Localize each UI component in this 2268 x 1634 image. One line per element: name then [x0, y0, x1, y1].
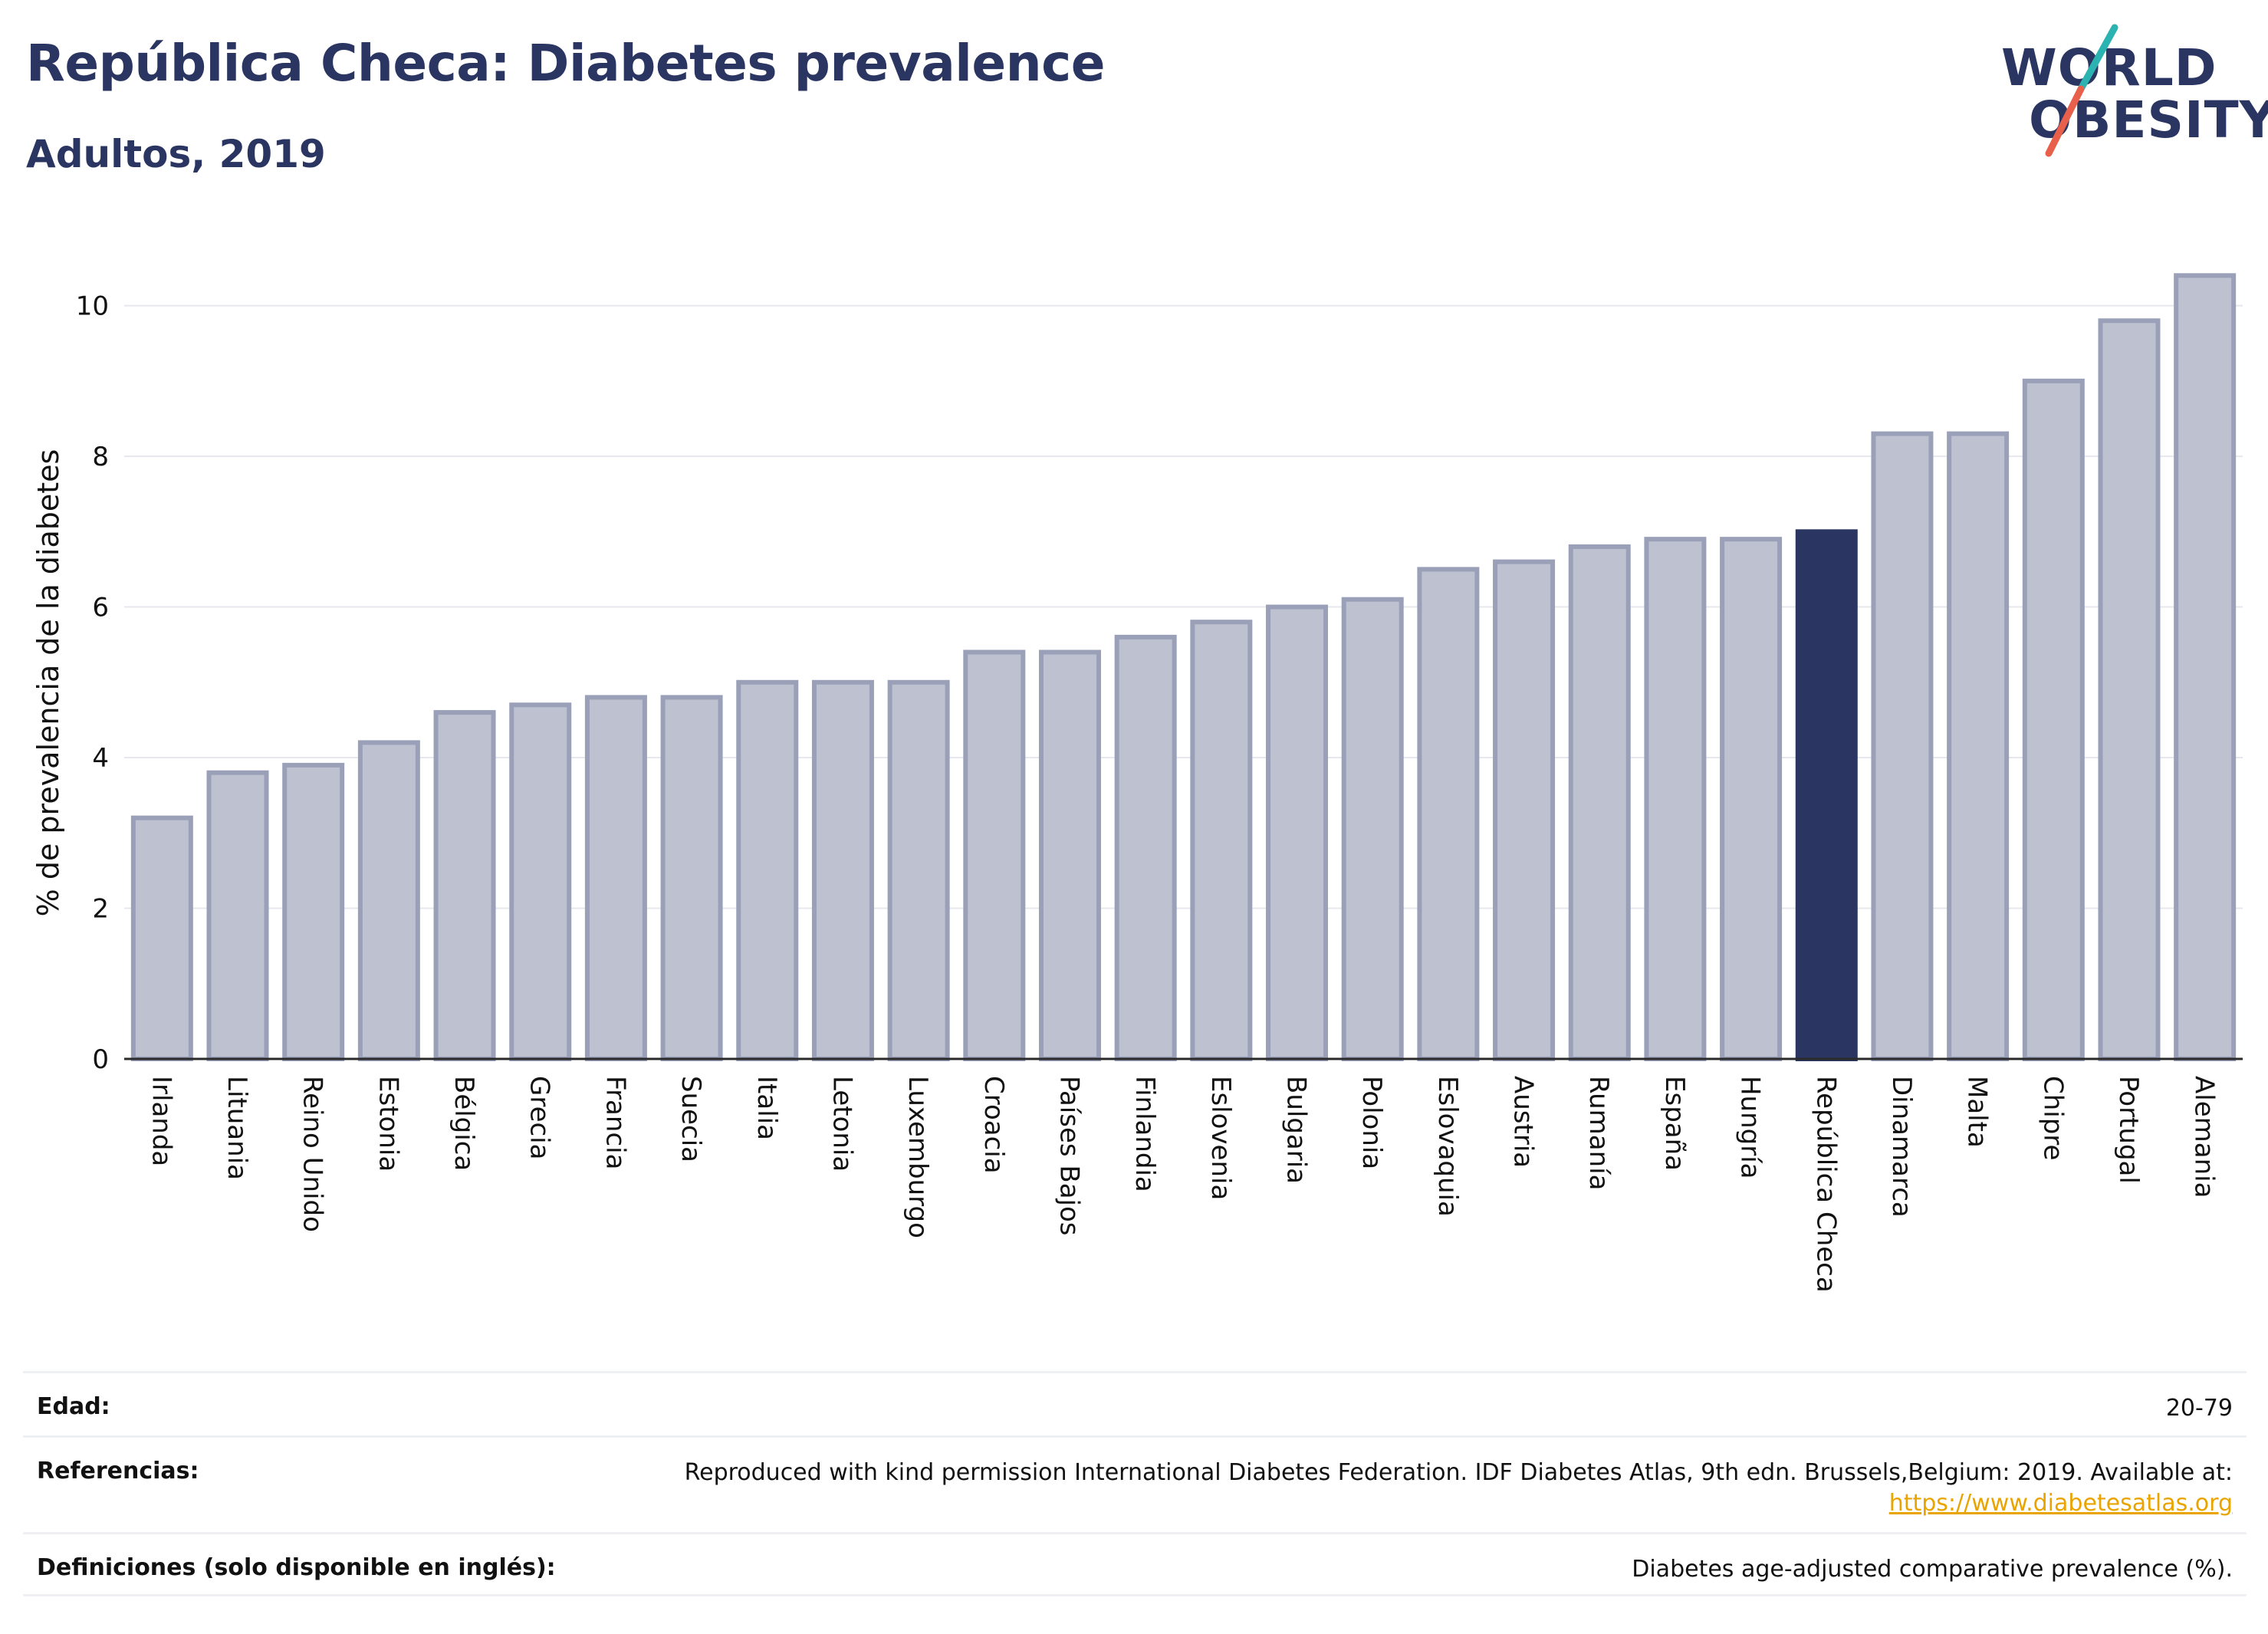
bar — [1038, 649, 1101, 1061]
references-value: Reproduced with kind permission Internat… — [685, 1458, 2233, 1519]
bar — [1871, 431, 1934, 1061]
bar — [130, 815, 193, 1061]
bar — [1266, 604, 1329, 1061]
chart-footer: Edad: 20-79 Referencias: Reproduced with… — [23, 1371, 2247, 1596]
bar — [1417, 567, 1480, 1061]
y-tick-label: 6 — [92, 593, 109, 623]
x-tick-label: Finlandia — [1129, 1076, 1160, 1192]
references-label: Referencias: — [37, 1458, 199, 1484]
bar — [1795, 529, 1858, 1061]
bar — [1947, 431, 2010, 1061]
x-axis-ticks: Irlanda Lituania Reino Unido Estonia Bélgica… — [146, 1076, 2219, 1293]
bar — [1190, 620, 1253, 1061]
bar — [206, 770, 269, 1061]
y-tick-label: 4 — [92, 743, 109, 774]
bar — [887, 679, 950, 1062]
definitions-value: Diabetes age-adjusted comparative preval… — [1632, 1556, 2233, 1583]
x-tick-label: Eslovaquia — [1432, 1076, 1463, 1217]
y-tick-label: 0 — [92, 1044, 109, 1075]
x-tick-label: Austria — [1508, 1076, 1539, 1168]
bars — [130, 273, 2237, 1062]
logo-slash-icon — [2045, 24, 2118, 157]
x-tick-label: Estonia — [373, 1076, 403, 1172]
x-tick-label: Chipre — [2037, 1076, 2068, 1160]
bar — [584, 695, 647, 1061]
x-tick-label: Letonia — [827, 1076, 857, 1172]
y-tick-label: 2 — [92, 894, 109, 925]
bar — [811, 679, 874, 1062]
x-tick-label: Reino Unido — [297, 1076, 328, 1232]
x-tick-label: Dinamarca — [1886, 1076, 1917, 1218]
x-tick-label: Bélgica — [449, 1076, 479, 1171]
logo-line-1: WORLD — [2001, 38, 2217, 97]
bar-chart: 0 2 4 6 8 10 Irlanda Lituania Reino Unido Estoni… — [31, 273, 2243, 1293]
x-tick-label: República Checa — [1810, 1076, 1841, 1293]
age-label: Edad: — [37, 1393, 110, 1420]
footer-row-references: Referencias: Reproduced with kind permis… — [23, 1435, 2247, 1532]
age-value: 20-79 — [2165, 1395, 2233, 1422]
x-tick-label: Eslovenia — [1205, 1076, 1236, 1200]
x-tick-label: Francia — [600, 1076, 630, 1169]
bar — [509, 702, 572, 1061]
bar — [2022, 378, 2085, 1062]
x-tick-label: Rumanía — [1583, 1076, 1614, 1190]
x-tick-label: Irlanda — [146, 1076, 176, 1166]
bar — [1644, 537, 1707, 1061]
y-axis-label: % de prevalencia de la diabetes — [31, 449, 65, 917]
world-obesity-logo: WORLD OBESITY — [2001, 21, 2268, 159]
page-subtitle: Adultos, 2019 — [26, 132, 326, 176]
x-tick-label: Suecia — [675, 1076, 706, 1162]
x-tick-label: Hungría — [1735, 1076, 1766, 1179]
x-tick-label: Luxemburgo — [902, 1076, 933, 1238]
x-tick-label: Polonia — [1356, 1076, 1387, 1169]
bar — [2174, 273, 2237, 1061]
bar — [660, 695, 723, 1061]
bar — [1493, 559, 1556, 1062]
bar — [963, 649, 1026, 1061]
x-tick-label: Lituania — [222, 1076, 252, 1180]
references-text: Reproduced with kind permission Internat… — [684, 1459, 2233, 1486]
bar — [2098, 318, 2161, 1062]
x-tick-label: España — [1659, 1076, 1690, 1171]
bar — [433, 710, 496, 1061]
x-tick-label: Países Bajos — [1053, 1076, 1084, 1236]
x-tick-label: Italia — [751, 1076, 782, 1140]
y-axis-ticks: 0 2 4 6 8 10 — [76, 291, 109, 1075]
x-tick-label: Bulgaria — [1281, 1076, 1312, 1184]
bar — [357, 740, 420, 1062]
definitions-label: Definiciones (solo disponible en inglés)… — [37, 1554, 556, 1581]
bar — [282, 762, 345, 1061]
x-tick-label: Malta — [1962, 1076, 1993, 1148]
x-tick-label: Croacia — [978, 1076, 1009, 1174]
footer-row-definitions: Definiciones (solo disponible en inglés)… — [23, 1532, 2247, 1596]
bar — [1568, 544, 1631, 1061]
bar — [1341, 597, 1404, 1061]
footer-row-age: Edad: 20-79 — [23, 1371, 2247, 1435]
x-tick-label: Alemania — [2189, 1076, 2220, 1198]
bar — [1720, 537, 1783, 1061]
x-tick-label: Portugal — [2113, 1076, 2144, 1184]
bar — [1114, 634, 1177, 1061]
page-title: República Checa: Diabetes prevalence — [26, 34, 1106, 93]
y-tick-label: 8 — [92, 442, 109, 472]
y-tick-label: 10 — [76, 291, 109, 322]
x-tick-label: Grecia — [524, 1076, 555, 1159]
references-link[interactable]: https://www.diabetesatlas.org — [1888, 1490, 2233, 1517]
bar — [736, 679, 799, 1062]
